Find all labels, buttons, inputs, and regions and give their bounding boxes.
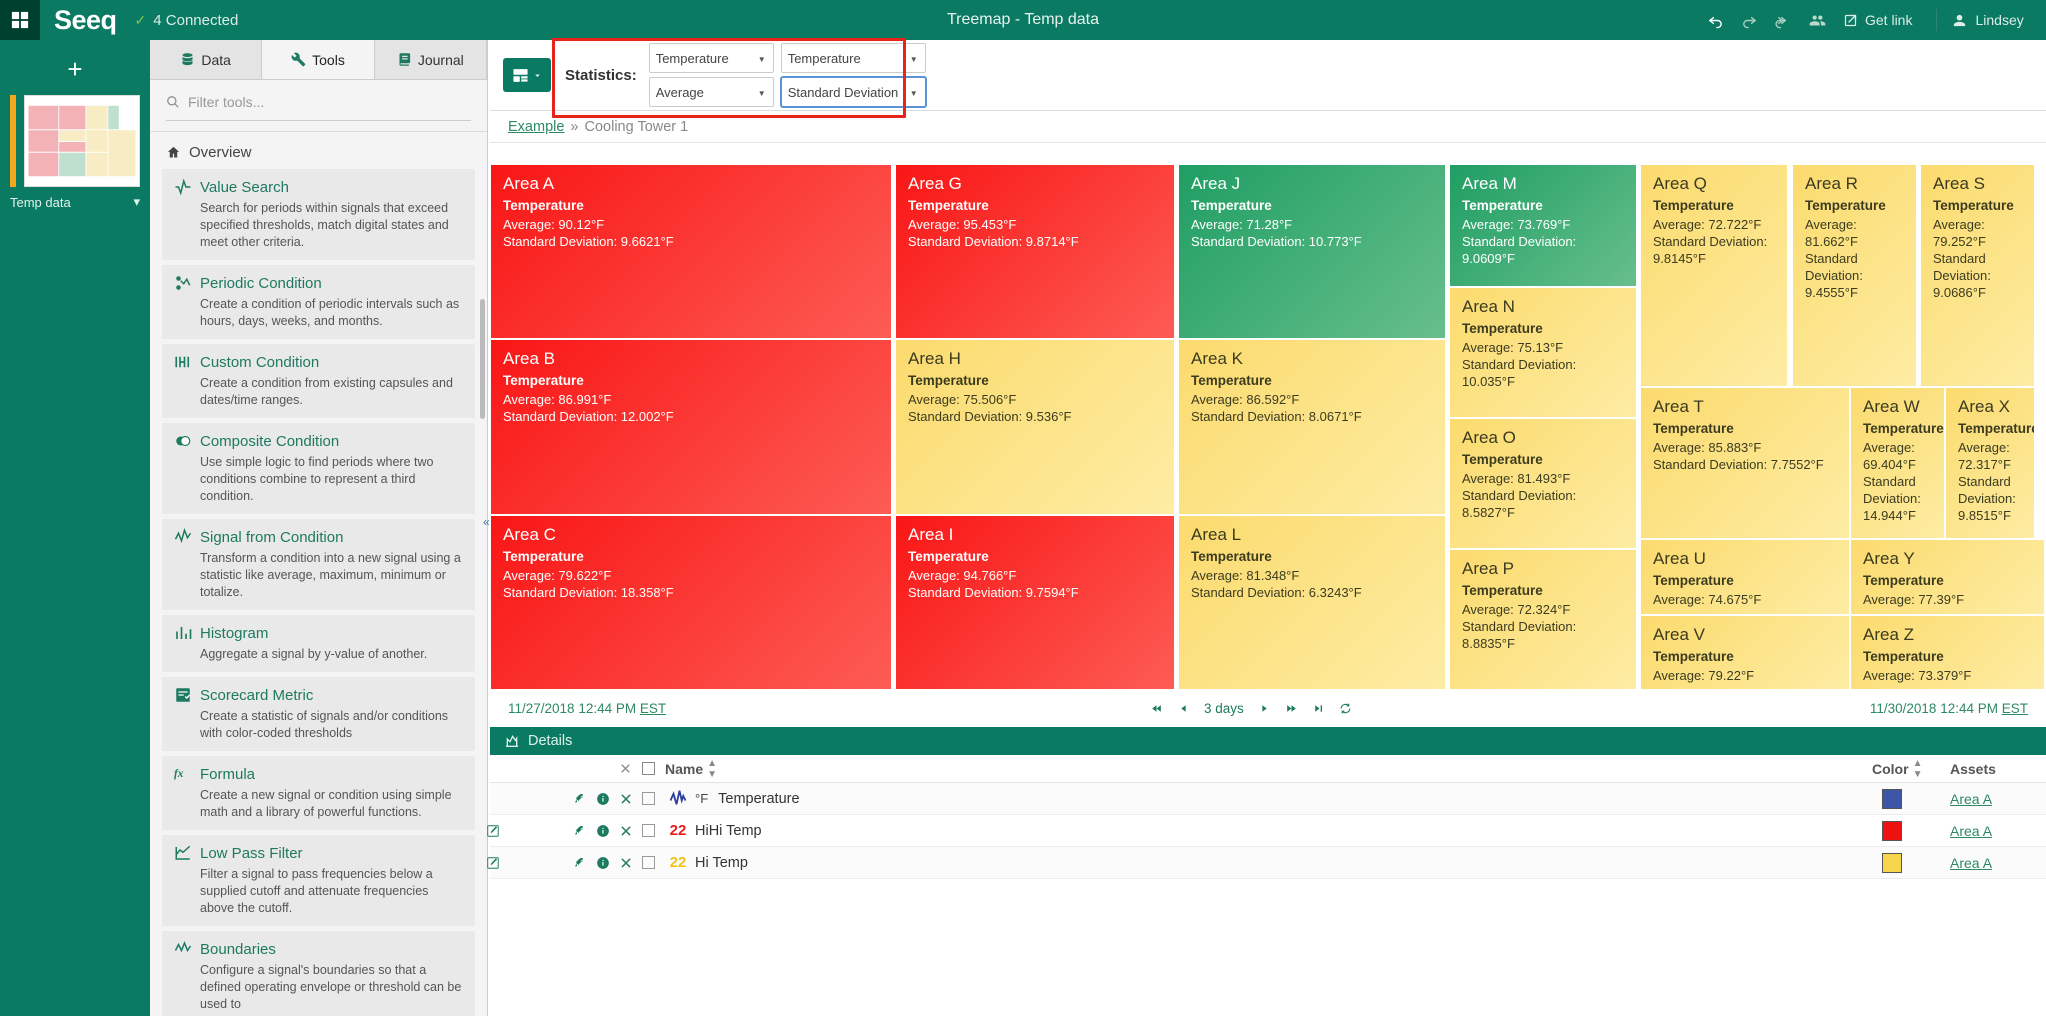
svg-text:fx: fx bbox=[174, 768, 184, 780]
